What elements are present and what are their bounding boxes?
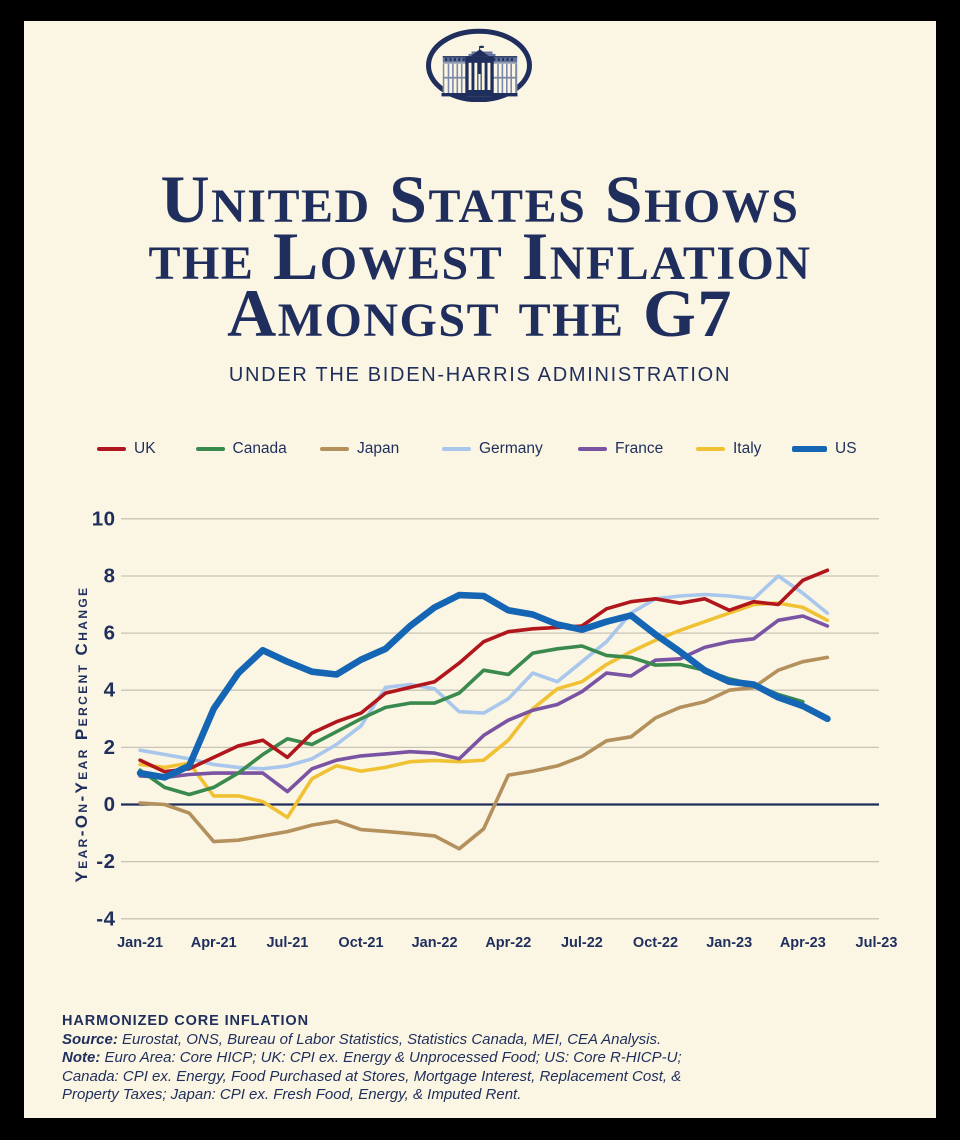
svg-text:Jul-23: Jul-23 [856, 935, 898, 951]
svg-text:Oct-21: Oct-21 [338, 935, 383, 951]
svg-text:Jan-21: Jan-21 [117, 935, 163, 951]
svg-text:-2: -2 [96, 850, 115, 873]
svg-text:Jul-21: Jul-21 [266, 935, 308, 951]
svg-text:8: 8 [104, 565, 116, 588]
svg-text:6: 6 [104, 622, 116, 645]
svg-text:Oct-22: Oct-22 [633, 935, 678, 951]
svg-text:Jan-22: Jan-22 [412, 935, 458, 951]
svg-text:Apr-23: Apr-23 [780, 935, 826, 951]
svg-text:-4: -4 [96, 907, 115, 930]
svg-text:Jul-22: Jul-22 [561, 935, 603, 951]
svg-text:2: 2 [104, 736, 116, 759]
svg-text:Year-On-Year Percent Change: Year-On-Year Percent Change [72, 585, 91, 882]
svg-text:Apr-22: Apr-22 [485, 935, 531, 951]
svg-text:4: 4 [104, 679, 116, 702]
svg-text:10: 10 [92, 507, 116, 530]
svg-text:0: 0 [104, 793, 116, 816]
svg-text:Apr-21: Apr-21 [191, 935, 237, 951]
svg-text:Jan-23: Jan-23 [706, 935, 752, 951]
